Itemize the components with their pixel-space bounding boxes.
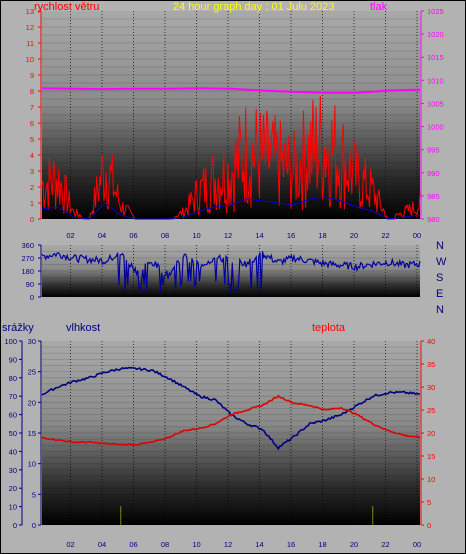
- y-tick-label-precip: 70: [9, 392, 17, 401]
- y-tick-label-temperature: 40: [427, 337, 435, 346]
- temperature-label: teplota: [312, 322, 346, 334]
- x-tick-label-bot: 22: [381, 540, 389, 549]
- y-tick-label-wind: 12: [26, 23, 34, 32]
- y-tick-label-pressure: 1020: [427, 30, 444, 39]
- x-tick-label-top: 08: [161, 231, 169, 240]
- x-tick-label-top: 16: [287, 231, 295, 240]
- chart-title: 24 hour graph day : 01 Julu 2023: [173, 1, 335, 13]
- y-tick-label-pressure: 985: [427, 192, 440, 201]
- y-tick-label-pressure: 1010: [427, 76, 444, 85]
- y-tick-label-pressure: 1025: [427, 7, 444, 16]
- y-tick-label-wind: 7: [30, 103, 34, 112]
- x-tick-label-top: 14: [255, 231, 263, 240]
- y-tick-label-precip: 10: [9, 503, 17, 512]
- y-tick-label-precip: 100: [4, 337, 17, 346]
- x-tick-label-bot: 00: [413, 540, 421, 549]
- y-tick-label-wind: 4: [30, 151, 34, 160]
- y-tick-label-humidity: 0: [32, 521, 36, 530]
- y-tick-label-direction: 360: [21, 241, 34, 250]
- y-tick-label-wind: 1: [30, 199, 34, 208]
- y-tick-label-wind: 8: [30, 87, 34, 96]
- x-tick-label-bot: 20: [350, 540, 358, 549]
- y-tick-label-precip: 80: [9, 374, 17, 383]
- series-temperature: [41, 394, 421, 447]
- y-tick-label-temperature: 30: [427, 383, 435, 392]
- compass-label-n-top: N: [436, 240, 444, 252]
- y-tick-label-pressure: 1000: [427, 123, 444, 132]
- y-tick-label-wind: 0: [30, 215, 34, 224]
- y-tick-label-temperature: 5: [427, 498, 431, 507]
- y-tick-label-pressure: 990: [427, 169, 440, 178]
- x-tick-label-bot: 04: [98, 540, 106, 549]
- series-wind-direction: [41, 251, 421, 293]
- y-tick-label-humidity: 5: [32, 490, 36, 499]
- x-tick-label-top: 18: [318, 231, 326, 240]
- y-tick-label-wind: 10: [26, 55, 34, 64]
- y-tick-label-direction: 270: [21, 254, 34, 263]
- compass-label-e: E: [436, 288, 444, 300]
- y-tick-label-precip: 60: [9, 411, 17, 420]
- x-tick-label-top: 04: [98, 231, 106, 240]
- y-tick-label-precip: 20: [9, 484, 17, 493]
- y-tick-label-precip: 40: [9, 447, 17, 456]
- humidity-label: vlhkost: [66, 322, 101, 334]
- x-tick-label-top: 20: [350, 231, 358, 240]
- precip-label: srážky: [2, 322, 34, 334]
- y-tick-label-precip: 30: [9, 466, 17, 475]
- y-tick-label-wind: 11: [26, 39, 34, 48]
- x-tick-label-top: 00: [413, 231, 421, 240]
- series-wind-speed: [41, 95, 421, 220]
- y-tick-label-wind: 5: [30, 135, 34, 144]
- series-pressure: [41, 87, 421, 94]
- compass-label-n-bottom: N: [436, 304, 444, 316]
- y-tick-label-pressure: 980: [427, 215, 440, 224]
- y-tick-label-wind: 13: [26, 7, 34, 16]
- y-tick-label-humidity: 30: [28, 337, 36, 346]
- x-tick-label-top: 06: [129, 231, 137, 240]
- x-tick-label-bot: 06: [129, 540, 137, 549]
- x-tick-label-bot: 12: [224, 540, 232, 549]
- y-tick-label-humidity: 15: [28, 429, 36, 438]
- y-tick-label-temperature: 20: [427, 429, 435, 438]
- compass-label-w: W: [436, 256, 447, 268]
- x-tick-label-top: 10: [192, 231, 200, 240]
- x-tick-label-bot: 16: [287, 540, 295, 549]
- wind-speed-label: rychlost větru: [34, 1, 100, 13]
- y-tick-label-humidity: 25: [28, 368, 36, 377]
- x-tick-label-top: 22: [381, 231, 389, 240]
- y-tick-label-temperature: 15: [427, 452, 435, 461]
- y-tick-label-temperature: 35: [427, 360, 435, 369]
- y-tick-label-wind: 2: [30, 183, 34, 192]
- x-tick-label-bot: 02: [66, 540, 74, 549]
- x-tick-label-top: 12: [224, 231, 232, 240]
- y-tick-label-temperature: 25: [427, 406, 435, 415]
- y-tick-label-direction: 90: [26, 280, 34, 289]
- y-tick-label-pressure: 1015: [427, 53, 444, 62]
- y-tick-label-direction: 180: [21, 267, 34, 276]
- x-tick-label-bot: 14: [255, 540, 263, 549]
- y-tick-label-humidity: 10: [28, 460, 36, 469]
- y-tick-label-precip: 90: [9, 355, 17, 364]
- y-tick-label-wind: 9: [30, 71, 34, 80]
- y-tick-label-pressure: 1005: [427, 99, 444, 108]
- y-tick-label-wind: 3: [30, 167, 34, 176]
- y-tick-label-temperature: 10: [427, 475, 435, 484]
- y-tick-label-wind: 6: [30, 119, 34, 128]
- y-tick-label-temperature: 0: [427, 521, 431, 530]
- x-tick-label-top: 02: [66, 231, 74, 240]
- series-wind-average: [41, 196, 421, 220]
- y-tick-label-direction: 0: [30, 293, 34, 302]
- y-tick-label-humidity: 20: [28, 398, 36, 407]
- y-tick-label-pressure: 995: [427, 146, 440, 155]
- compass-label-s: S: [436, 272, 444, 284]
- y-tick-label-precip: 50: [9, 429, 17, 438]
- x-tick-label-bot: 08: [161, 540, 169, 549]
- x-tick-label-bot: 10: [192, 540, 200, 549]
- y-tick-label-precip: 0: [13, 521, 17, 530]
- pressure-label: tlak: [370, 1, 388, 13]
- x-tick-label-bot: 18: [318, 540, 326, 549]
